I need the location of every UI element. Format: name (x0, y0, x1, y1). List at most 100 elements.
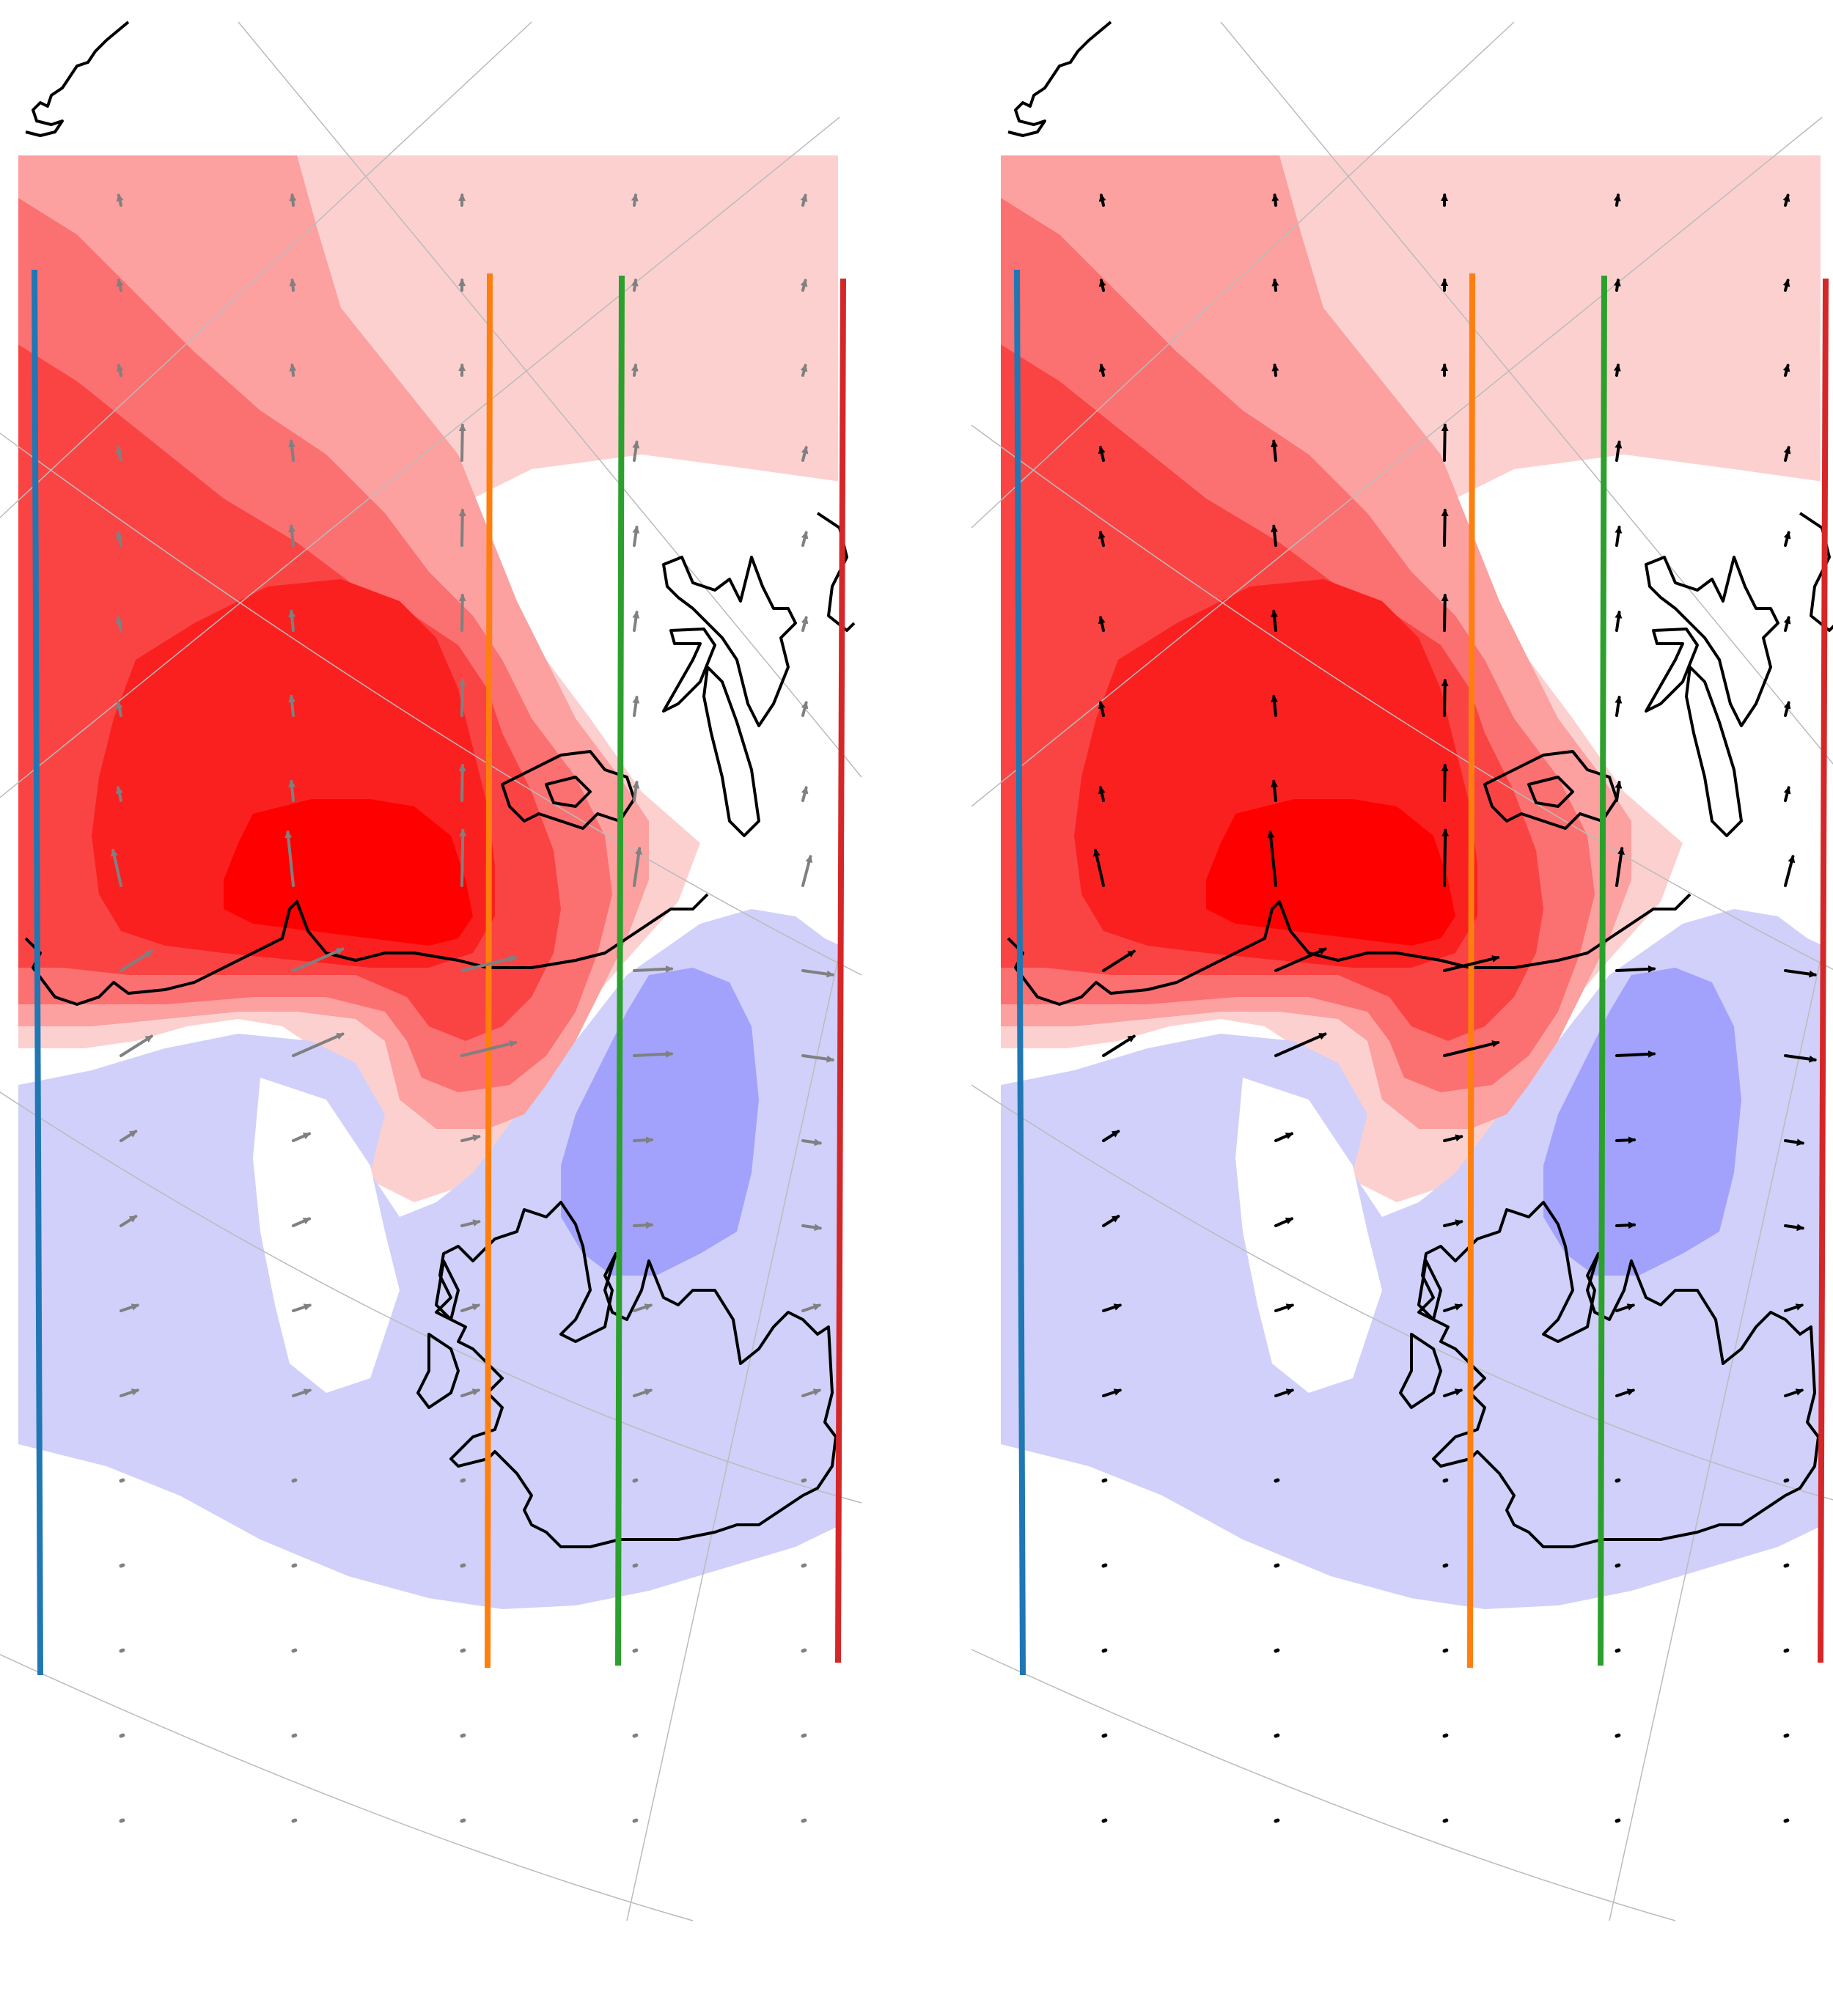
wind-vector (460, 1818, 466, 1823)
wind-vector (1441, 828, 1450, 887)
wind-vector (801, 1648, 807, 1653)
wind-vector (801, 1138, 822, 1147)
wind-vector (1443, 1219, 1463, 1227)
wind-vector (1615, 1050, 1656, 1058)
wind-vector (1274, 1818, 1280, 1823)
wind-vector (116, 194, 124, 207)
wind-vector (119, 1818, 125, 1823)
wind-vector (1443, 1388, 1463, 1397)
wind-vector (1098, 194, 1106, 207)
wind-vector (1271, 524, 1279, 547)
wind-vector (1613, 364, 1621, 377)
wind-vector (119, 1648, 125, 1653)
wind-vector (1784, 1138, 1804, 1147)
wind-vector (291, 1563, 298, 1568)
wind-vector (120, 1130, 138, 1142)
wind-vector (1274, 1648, 1280, 1653)
wind-vector (1102, 1215, 1120, 1227)
wind-vector (1784, 855, 1796, 887)
wind-vector (1274, 1303, 1294, 1312)
wind-vector (1101, 1478, 1108, 1483)
wind-vector (110, 848, 122, 887)
wind-vector (1441, 679, 1449, 717)
wind-vector (1615, 526, 1623, 547)
wind-vector (1784, 1303, 1804, 1312)
wind-vector (291, 1648, 298, 1653)
wind-vector (800, 194, 808, 207)
right-map-panel (971, 21, 1833, 1921)
wind-vector (633, 847, 642, 887)
wind-vector (1098, 701, 1106, 717)
wind-vector (459, 828, 467, 887)
wind-vector (1615, 1818, 1621, 1823)
wind-vector (458, 764, 466, 802)
wind-vector (1783, 786, 1791, 802)
wind-vector (1782, 194, 1790, 207)
wind-vector (633, 1136, 653, 1144)
wind-vector (1784, 1054, 1817, 1063)
wind-vector (800, 279, 808, 292)
wind-vector (115, 786, 123, 802)
wind-vector (284, 830, 295, 887)
left-map-panel (0, 21, 862, 1921)
wind-vector (1271, 779, 1279, 802)
wind-vector (631, 279, 639, 292)
wind-vector (633, 965, 674, 973)
wind-vector (1783, 446, 1791, 462)
wind-vector (1098, 616, 1106, 632)
wind-vector (1783, 701, 1791, 717)
wind-vector (801, 616, 809, 632)
wind-vector (632, 1733, 639, 1738)
wind-vector (632, 1563, 639, 1568)
wind-vector (632, 1818, 639, 1823)
wind-vector (1271, 439, 1279, 462)
wind-vector (1274, 1563, 1280, 1568)
wind-vector (1615, 1563, 1621, 1568)
wind-vector (120, 1303, 139, 1312)
wind-vector (1443, 1134, 1463, 1142)
wind-vector (1443, 1303, 1463, 1312)
wind-vector (458, 679, 466, 717)
wind-vector (1101, 1818, 1108, 1823)
wind-vector (1274, 1388, 1294, 1397)
wind-vector (801, 1818, 807, 1823)
wind-vector (1442, 1648, 1449, 1653)
wind-vector (633, 1303, 653, 1312)
wind-vector (1615, 1648, 1621, 1653)
wind-vector (1102, 1034, 1136, 1057)
wind-vector (1783, 1733, 1790, 1738)
wind-vector (633, 1050, 674, 1058)
wind-vector (1101, 1733, 1108, 1738)
wind-vector (119, 1733, 125, 1738)
wind-vector (116, 364, 124, 377)
wind-vector (801, 1733, 807, 1738)
wind-vector (458, 509, 466, 547)
wind-vector (1783, 1648, 1790, 1653)
wind-vector (1274, 1217, 1293, 1227)
wind-vector (633, 1388, 653, 1397)
wind-vector (801, 531, 809, 547)
wind-vector (460, 1733, 466, 1738)
wind-vector (1274, 1478, 1280, 1483)
wind-vector (460, 1388, 480, 1397)
wind-vector (632, 781, 640, 802)
wind-vector (1098, 446, 1106, 462)
wind-vector (1615, 1221, 1636, 1229)
wind-vector (1615, 1136, 1636, 1144)
wind-vector (1442, 1478, 1449, 1483)
wind-vector (1615, 1478, 1621, 1483)
wind-vector (632, 611, 640, 632)
wind-vector (1092, 848, 1105, 887)
wind-vector (115, 616, 123, 632)
wind-vector (1613, 194, 1621, 207)
wind-vector (1441, 509, 1449, 547)
wind-vector (288, 609, 296, 632)
wind-vector (1271, 609, 1279, 632)
wind-vector (801, 1563, 807, 1568)
wind-vector (1615, 1733, 1621, 1738)
wind-vector (1441, 764, 1449, 802)
wind-vector (288, 779, 296, 802)
wind-vector (1784, 1388, 1804, 1397)
wind-vector (120, 1034, 153, 1057)
wind-vector (1443, 955, 1500, 972)
